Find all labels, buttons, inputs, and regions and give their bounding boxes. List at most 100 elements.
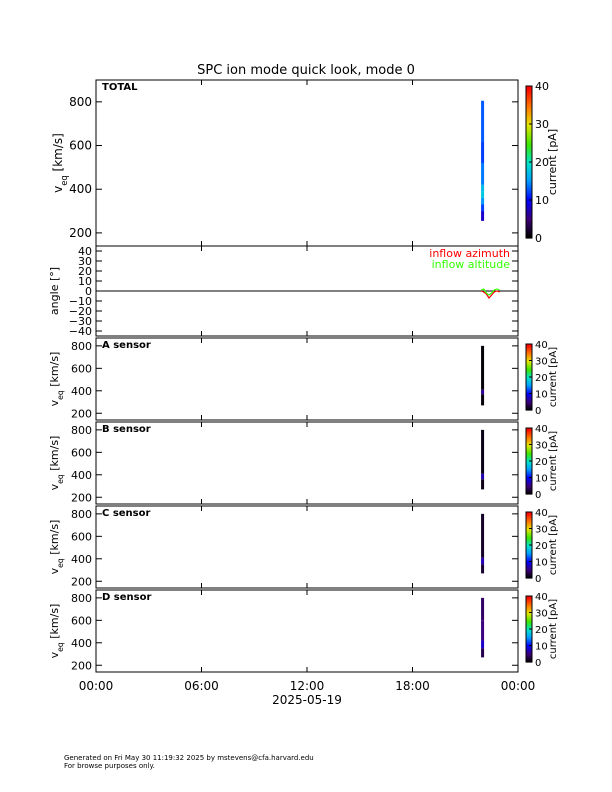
- y-tick-label: 600: [69, 139, 92, 153]
- y-tick-label: 800: [71, 508, 92, 521]
- colorbar-swatch: [526, 370, 532, 373]
- colorbar-tick-label: 20: [535, 156, 549, 169]
- colorbar-tick-label: 30: [535, 609, 548, 620]
- colorbar-swatch: [526, 645, 532, 648]
- legend-entry: inflow azimuth: [429, 247, 510, 260]
- colorbar: 0 10 20 30 40 current [pA]: [525, 80, 559, 245]
- colorbar-swatch: [526, 362, 532, 365]
- colorbar-swatch: [526, 364, 532, 367]
- colorbar-swatch: [526, 467, 532, 470]
- y-tick-label: 600: [71, 362, 92, 375]
- colorbar-swatch: [526, 124, 532, 128]
- colorbar-swatch: [526, 96, 532, 100]
- heatmap-cell: [481, 429, 485, 474]
- colorbar-tick-label: 10: [535, 642, 548, 653]
- colorbar-swatch: [526, 428, 532, 430]
- colorbar-swatch: [526, 385, 532, 388]
- colorbar-swatch: [526, 567, 532, 569]
- colorbar-swatch: [526, 357, 532, 359]
- colorbar-swatch: [526, 372, 532, 375]
- colorbar-swatch: [526, 383, 532, 386]
- colorbar-swatch: [526, 386, 532, 389]
- y-tick-label: 400: [69, 182, 92, 196]
- colorbar-swatch: [526, 391, 532, 393]
- colorbar-swatch: [526, 355, 532, 357]
- colorbar-swatch: [526, 440, 532, 442]
- colorbar-swatch: [526, 358, 532, 360]
- colorbar-swatch: [526, 599, 532, 601]
- colorbar-swatch: [526, 207, 532, 211]
- heatmap-cell: [481, 163, 485, 185]
- heatmap-cell: [481, 564, 485, 574]
- colorbar-swatch: [526, 651, 532, 653]
- colorbar-swatch: [526, 562, 532, 565]
- heatmap-cell: [481, 473, 485, 480]
- colorbar-swatch: [526, 457, 532, 460]
- colorbar-swatch: [526, 371, 532, 374]
- y-tick-label: 400: [71, 385, 92, 398]
- colorbar-swatch: [526, 395, 532, 398]
- panel-sensor: 200 400 600 800 B sensor: [71, 421, 519, 505]
- colorbar-swatch: [526, 607, 532, 609]
- colorbar-swatch: [526, 373, 532, 376]
- panel-sensor: 200 400 600 800 D sensor: [71, 589, 519, 673]
- colorbar-swatch: [526, 537, 532, 539]
- colorbar-swatch: [526, 528, 532, 531]
- colorbar-swatch: [526, 352, 532, 355]
- colorbar-swatch: [526, 431, 532, 433]
- panel-label: TOTAL: [102, 82, 138, 93]
- colorbar-swatch: [526, 640, 532, 642]
- colorbar-swatch: [526, 374, 532, 377]
- colorbar-swatch: [526, 465, 532, 468]
- colorbar-swatch: [526, 517, 532, 520]
- colorbar-swatch: [526, 456, 532, 459]
- colorbar-tick-label: 20: [535, 457, 548, 468]
- colorbar-swatch: [526, 575, 532, 578]
- colorbar-swatch: [526, 430, 532, 432]
- heatmap-cell: [481, 184, 485, 192]
- colorbar-swatch: [526, 488, 532, 491]
- colorbar-swatch: [526, 604, 532, 607]
- heatmap-cell: [481, 620, 485, 641]
- colorbar-swatch: [526, 475, 532, 477]
- colorbar-swatch: [526, 367, 532, 369]
- colorbar-tick-label: 30: [535, 118, 549, 131]
- colorbar-swatch: [526, 407, 532, 410]
- colorbar-swatch: [526, 526, 532, 528]
- panel-label: D sensor: [102, 592, 151, 603]
- colorbar-swatch: [526, 455, 532, 458]
- colorbar-swatch: [526, 149, 532, 153]
- colorbar-swatch: [526, 597, 532, 599]
- colorbar-swatch: [526, 641, 532, 643]
- colorbar-swatch: [526, 200, 532, 204]
- colorbar-swatch: [526, 348, 532, 351]
- x-tick-label: 12:00: [290, 679, 325, 693]
- y-tick-label: −10: [69, 295, 92, 308]
- colorbar-swatch: [526, 598, 532, 600]
- colorbar-swatch: [526, 177, 532, 181]
- colorbar-swatch: [526, 101, 532, 105]
- colorbar-swatch: [526, 624, 532, 627]
- colorbar-swatch: [526, 433, 532, 436]
- colorbar-swatch: [526, 520, 532, 523]
- colorbar-swatch: [526, 184, 532, 188]
- colorbar-tick-label: 20: [535, 541, 548, 552]
- colorbar-swatch: [526, 512, 532, 514]
- colorbar-swatch: [526, 571, 532, 574]
- colorbar-swatch: [526, 653, 532, 655]
- colorbar-swatch: [526, 659, 532, 662]
- colorbar-swatch: [526, 113, 532, 117]
- x-date-label: 2025-05-19: [272, 693, 342, 707]
- colorbar-swatch: [526, 616, 532, 619]
- series-inflow-azimuth: [480, 290, 500, 299]
- colorbar-swatch: [526, 350, 532, 353]
- colorbar-swatch: [526, 553, 532, 556]
- colorbar-swatch: [526, 154, 532, 158]
- y-tick-label: 400: [71, 553, 92, 566]
- x-tick-label: 06:00: [184, 679, 219, 693]
- colorbar-swatch: [526, 159, 532, 163]
- colorbar-swatch: [526, 568, 532, 570]
- x-tick-label: 00:00: [79, 679, 114, 693]
- colorbar-swatch: [526, 643, 532, 645]
